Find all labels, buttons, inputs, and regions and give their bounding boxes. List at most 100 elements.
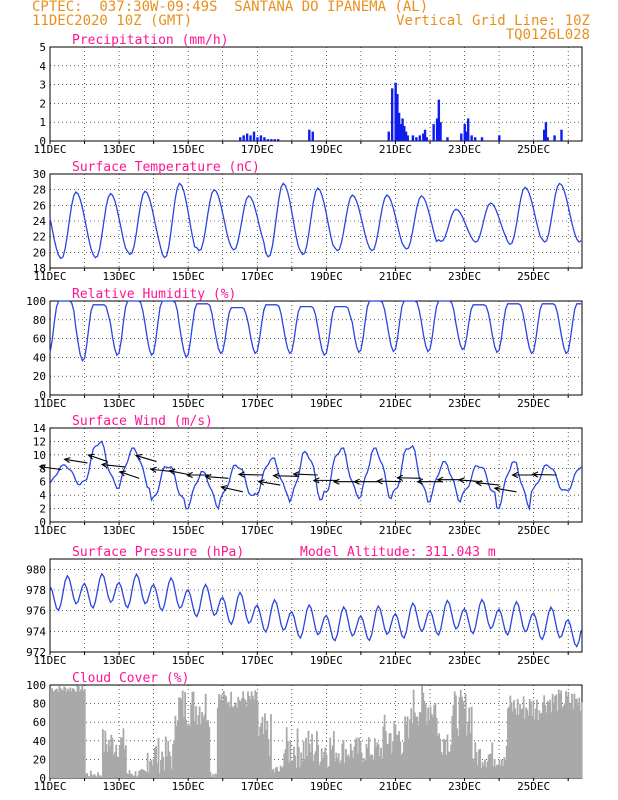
cloud-bar (255, 691, 258, 778)
cloud-bar (64, 687, 67, 778)
cloud-bar (303, 758, 306, 778)
cloud-bar (462, 701, 465, 778)
cloud-bar (152, 758, 155, 778)
cloud-bar (160, 759, 162, 778)
cloud-bar (354, 739, 357, 778)
cloud-bar (331, 745, 334, 778)
cloud-bar (486, 761, 489, 778)
cloud-bar (569, 703, 572, 778)
cloud-bar (180, 699, 183, 778)
cloud-bar (79, 691, 81, 778)
cloud-bar (260, 722, 263, 778)
cloud-bar (573, 693, 576, 778)
panel-2: 0 20 40 60 80 100 11DEC 13DEC 15DEC 17DEC 19DEC 21D… (26, 287, 583, 410)
wind-arrow-head (87, 453, 95, 460)
wind-arrow-head (531, 471, 539, 478)
y-tick-label: 24 (33, 215, 47, 228)
wind-arrow-head (185, 471, 193, 479)
cloud-bar (150, 760, 153, 778)
precip-bar (425, 137, 428, 141)
cloud-bar (233, 704, 236, 778)
cloud-bar (324, 747, 327, 778)
x-tick-label: 25DEC (517, 270, 550, 283)
precip-bar (470, 135, 473, 141)
cloud-bar (105, 744, 108, 778)
cloud-bar (290, 761, 293, 778)
y-tick-label: 1 (39, 116, 46, 129)
y-tick-label: 0 (39, 389, 46, 402)
cloud-bar (461, 696, 463, 778)
cloud-bar (174, 715, 177, 778)
cloud-bar (484, 759, 486, 778)
cloud-bar (492, 766, 495, 778)
cloud-bar (132, 775, 135, 778)
y-tick-label: 2 (39, 97, 46, 110)
cloud-bar (538, 710, 541, 778)
cloud-bar (276, 767, 278, 778)
cloud-bar (400, 755, 403, 778)
cloud-bar (335, 752, 338, 778)
temperature-line (49, 182, 582, 260)
x-tick-label: 15DEC (172, 654, 205, 667)
cloud-bar (60, 689, 63, 778)
cloud-bar (578, 697, 581, 778)
x-tick-label: 13DEC (103, 654, 136, 667)
panel-frame (49, 46, 583, 142)
cloud-bar (261, 716, 264, 778)
cloud-bar (94, 775, 97, 778)
cloud-bar (277, 770, 280, 778)
y-tick-label: 0 (39, 772, 46, 785)
x-tick-label: 11DEC (33, 780, 66, 793)
cloud-bar (470, 706, 473, 778)
cloud-bar (251, 695, 254, 778)
cloud-bar (415, 716, 417, 778)
x-tick-label: 17DEC (241, 270, 274, 283)
precip-bar (397, 112, 401, 141)
cloud-bar (53, 690, 56, 778)
cloud-bar (51, 688, 54, 778)
wind-arrow-head (168, 468, 176, 475)
cloud-bar (319, 761, 322, 778)
wind-arrow-head (118, 470, 127, 477)
cloud-bar (480, 768, 483, 778)
cloud-bar (308, 743, 311, 778)
cloud-bar (221, 701, 224, 778)
cloud-bar (270, 714, 272, 778)
y-tick-label: 6 (39, 476, 46, 489)
cloud-bar (422, 692, 425, 778)
cloud-bar (74, 691, 76, 778)
wind-arrow (88, 454, 108, 463)
precip-bar (544, 122, 548, 141)
x-tick-label: 13DEC (103, 143, 136, 156)
cloud-bar (173, 740, 176, 778)
x-tick-label: 11DEC (33, 654, 66, 667)
cloud-bar (545, 712, 548, 778)
cloud-bar (468, 707, 471, 778)
cloud-bar (458, 697, 461, 778)
cloud-bar (523, 719, 526, 778)
cloud-bar (376, 742, 379, 778)
cloud-bar (452, 704, 455, 778)
cloud-bar (349, 743, 352, 778)
cloud-bar (361, 761, 364, 778)
cloud-bar (57, 691, 60, 778)
x-tick-label: 11DEC (33, 397, 66, 410)
cloud-bar (129, 773, 132, 778)
cloud-bar (343, 763, 346, 778)
wind-arrow (377, 480, 402, 483)
cloud-bar (387, 743, 390, 778)
cloud-bar (513, 700, 515, 778)
y-tick-label: 0 (39, 516, 46, 529)
cloud-bar (352, 757, 355, 778)
cloud-bar (169, 755, 172, 778)
cloud-bar (450, 744, 453, 778)
precip-bar (439, 122, 442, 141)
cloud-bar (370, 754, 373, 778)
cloud-bar (196, 724, 199, 778)
cloud-bar (111, 738, 114, 778)
cloud-bar (220, 694, 223, 778)
y-tick-label: 40 (33, 735, 46, 748)
cloud-bar (430, 713, 433, 778)
cloud-bar (571, 693, 573, 778)
cloud-bar (419, 712, 422, 778)
